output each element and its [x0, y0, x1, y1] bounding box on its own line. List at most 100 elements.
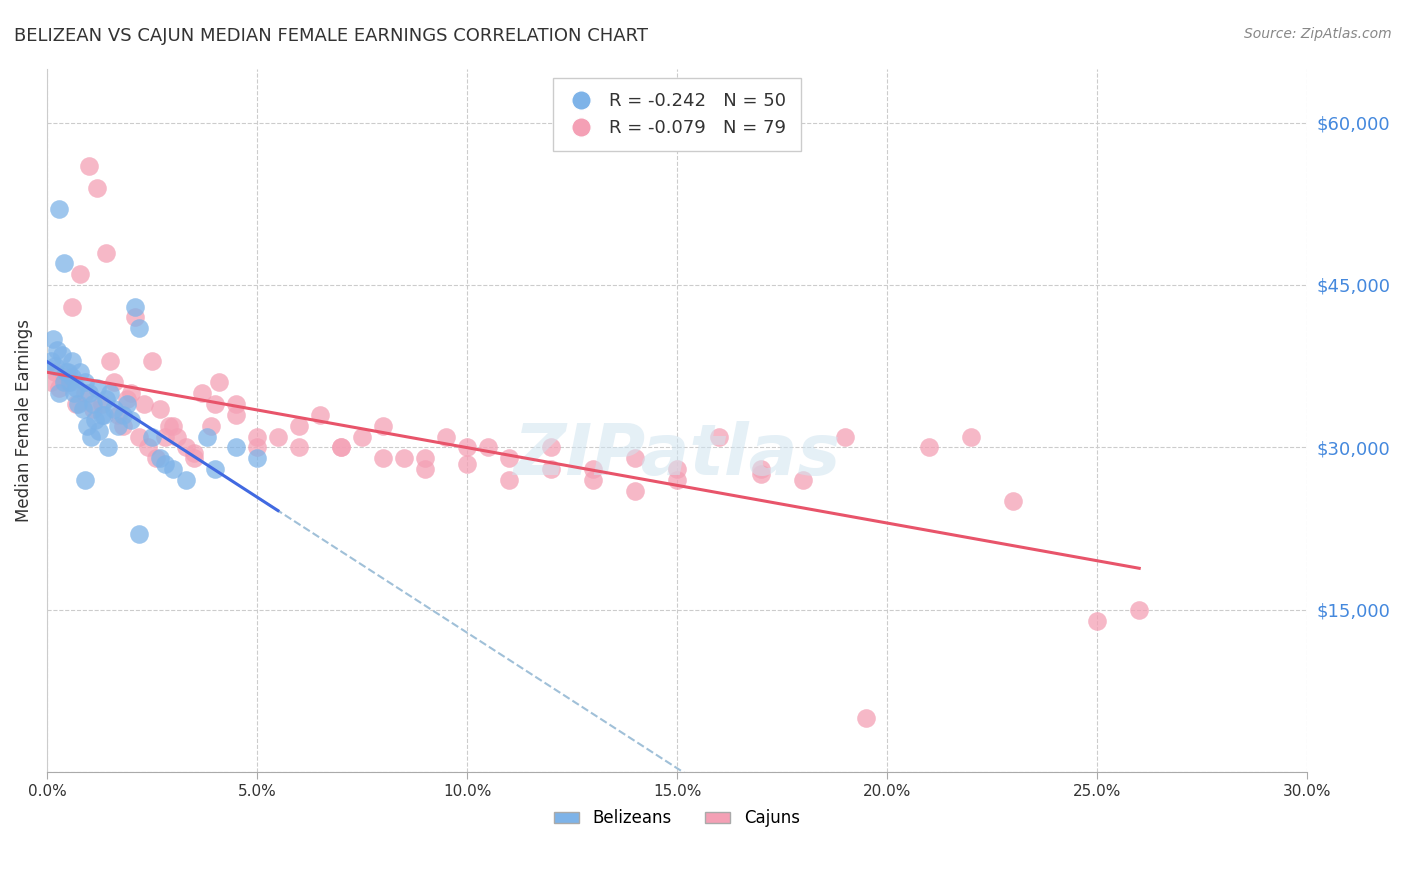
- Text: Source: ZipAtlas.com: Source: ZipAtlas.com: [1244, 27, 1392, 41]
- Point: [200, 418, 222, 433]
- Point: [540, 441, 562, 455]
- Point: [166, 429, 188, 443]
- Point: [39, 376, 62, 390]
- Point: [707, 429, 730, 443]
- Point: [73, 473, 96, 487]
- Point: [52, 256, 75, 270]
- Point: [73, 386, 96, 401]
- Point: [183, 446, 205, 460]
- Point: [94, 245, 117, 260]
- Point: [52, 370, 75, 384]
- Point: [350, 429, 373, 443]
- Point: [792, 473, 814, 487]
- Point: [103, 402, 125, 417]
- Point: [540, 462, 562, 476]
- Point: [120, 386, 142, 401]
- Point: [288, 441, 311, 455]
- Point: [141, 353, 163, 368]
- Point: [204, 397, 226, 411]
- Point: [97, 441, 120, 455]
- Point: [128, 429, 150, 443]
- Text: ZIPatlas: ZIPatlas: [513, 421, 841, 490]
- Point: [65, 397, 87, 411]
- Point: [77, 386, 100, 401]
- Point: [371, 451, 394, 466]
- Point: [153, 457, 176, 471]
- Y-axis label: Median Female Earnings: Median Female Earnings: [15, 318, 32, 522]
- Point: [136, 441, 159, 455]
- Point: [225, 397, 247, 411]
- Point: [69, 365, 91, 379]
- Point: [115, 392, 138, 406]
- Point: [44, 359, 66, 374]
- Point: [48, 202, 70, 217]
- Point: [80, 429, 103, 443]
- Point: [82, 397, 104, 411]
- Point: [145, 451, 167, 466]
- Point: [48, 386, 70, 401]
- Point: [477, 441, 499, 455]
- Point: [749, 467, 772, 482]
- Point: [582, 462, 605, 476]
- Point: [69, 267, 91, 281]
- Point: [157, 418, 180, 433]
- Point: [666, 473, 689, 487]
- Point: [246, 451, 269, 466]
- Point: [413, 462, 436, 476]
- Point: [90, 408, 112, 422]
- Point: [855, 711, 877, 725]
- Point: [1085, 614, 1108, 628]
- Point: [153, 429, 176, 443]
- Point: [204, 462, 226, 476]
- Point: [246, 441, 269, 455]
- Point: [128, 321, 150, 335]
- Point: [52, 376, 75, 390]
- Point: [582, 473, 605, 487]
- Point: [60, 353, 83, 368]
- Point: [65, 381, 87, 395]
- Point: [72, 402, 94, 417]
- Point: [371, 418, 394, 433]
- Point: [63, 386, 86, 401]
- Point: [124, 310, 146, 325]
- Text: BELIZEAN VS CAJUN MEDIAN FEMALE EARNINGS CORRELATION CHART: BELIZEAN VS CAJUN MEDIAN FEMALE EARNINGS…: [14, 27, 648, 45]
- Legend: Belizeans, Cajuns: Belizeans, Cajuns: [548, 803, 807, 834]
- Point: [82, 402, 104, 417]
- Point: [98, 386, 121, 401]
- Point: [111, 408, 134, 422]
- Point: [141, 429, 163, 443]
- Point: [174, 441, 197, 455]
- Point: [98, 353, 121, 368]
- Point: [162, 418, 184, 433]
- Point: [84, 413, 107, 427]
- Point: [960, 429, 983, 443]
- Point: [89, 424, 111, 438]
- Point: [76, 418, 98, 433]
- Point: [132, 397, 155, 411]
- Point: [124, 300, 146, 314]
- Point: [107, 408, 129, 422]
- Point: [174, 473, 197, 487]
- Point: [191, 386, 214, 401]
- Point: [162, 462, 184, 476]
- Point: [103, 376, 125, 390]
- Point: [183, 451, 205, 466]
- Point: [107, 418, 129, 433]
- Point: [128, 527, 150, 541]
- Point: [44, 365, 66, 379]
- Point: [56, 365, 79, 379]
- Point: [56, 376, 79, 390]
- Point: [309, 408, 332, 422]
- Point: [434, 429, 457, 443]
- Point: [624, 483, 647, 498]
- Point: [225, 441, 247, 455]
- Point: [330, 441, 353, 455]
- Point: [59, 376, 82, 390]
- Point: [90, 397, 112, 411]
- Point: [225, 408, 247, 422]
- Point: [1128, 603, 1150, 617]
- Point: [288, 418, 311, 433]
- Point: [413, 451, 436, 466]
- Point: [115, 397, 138, 411]
- Point: [456, 441, 478, 455]
